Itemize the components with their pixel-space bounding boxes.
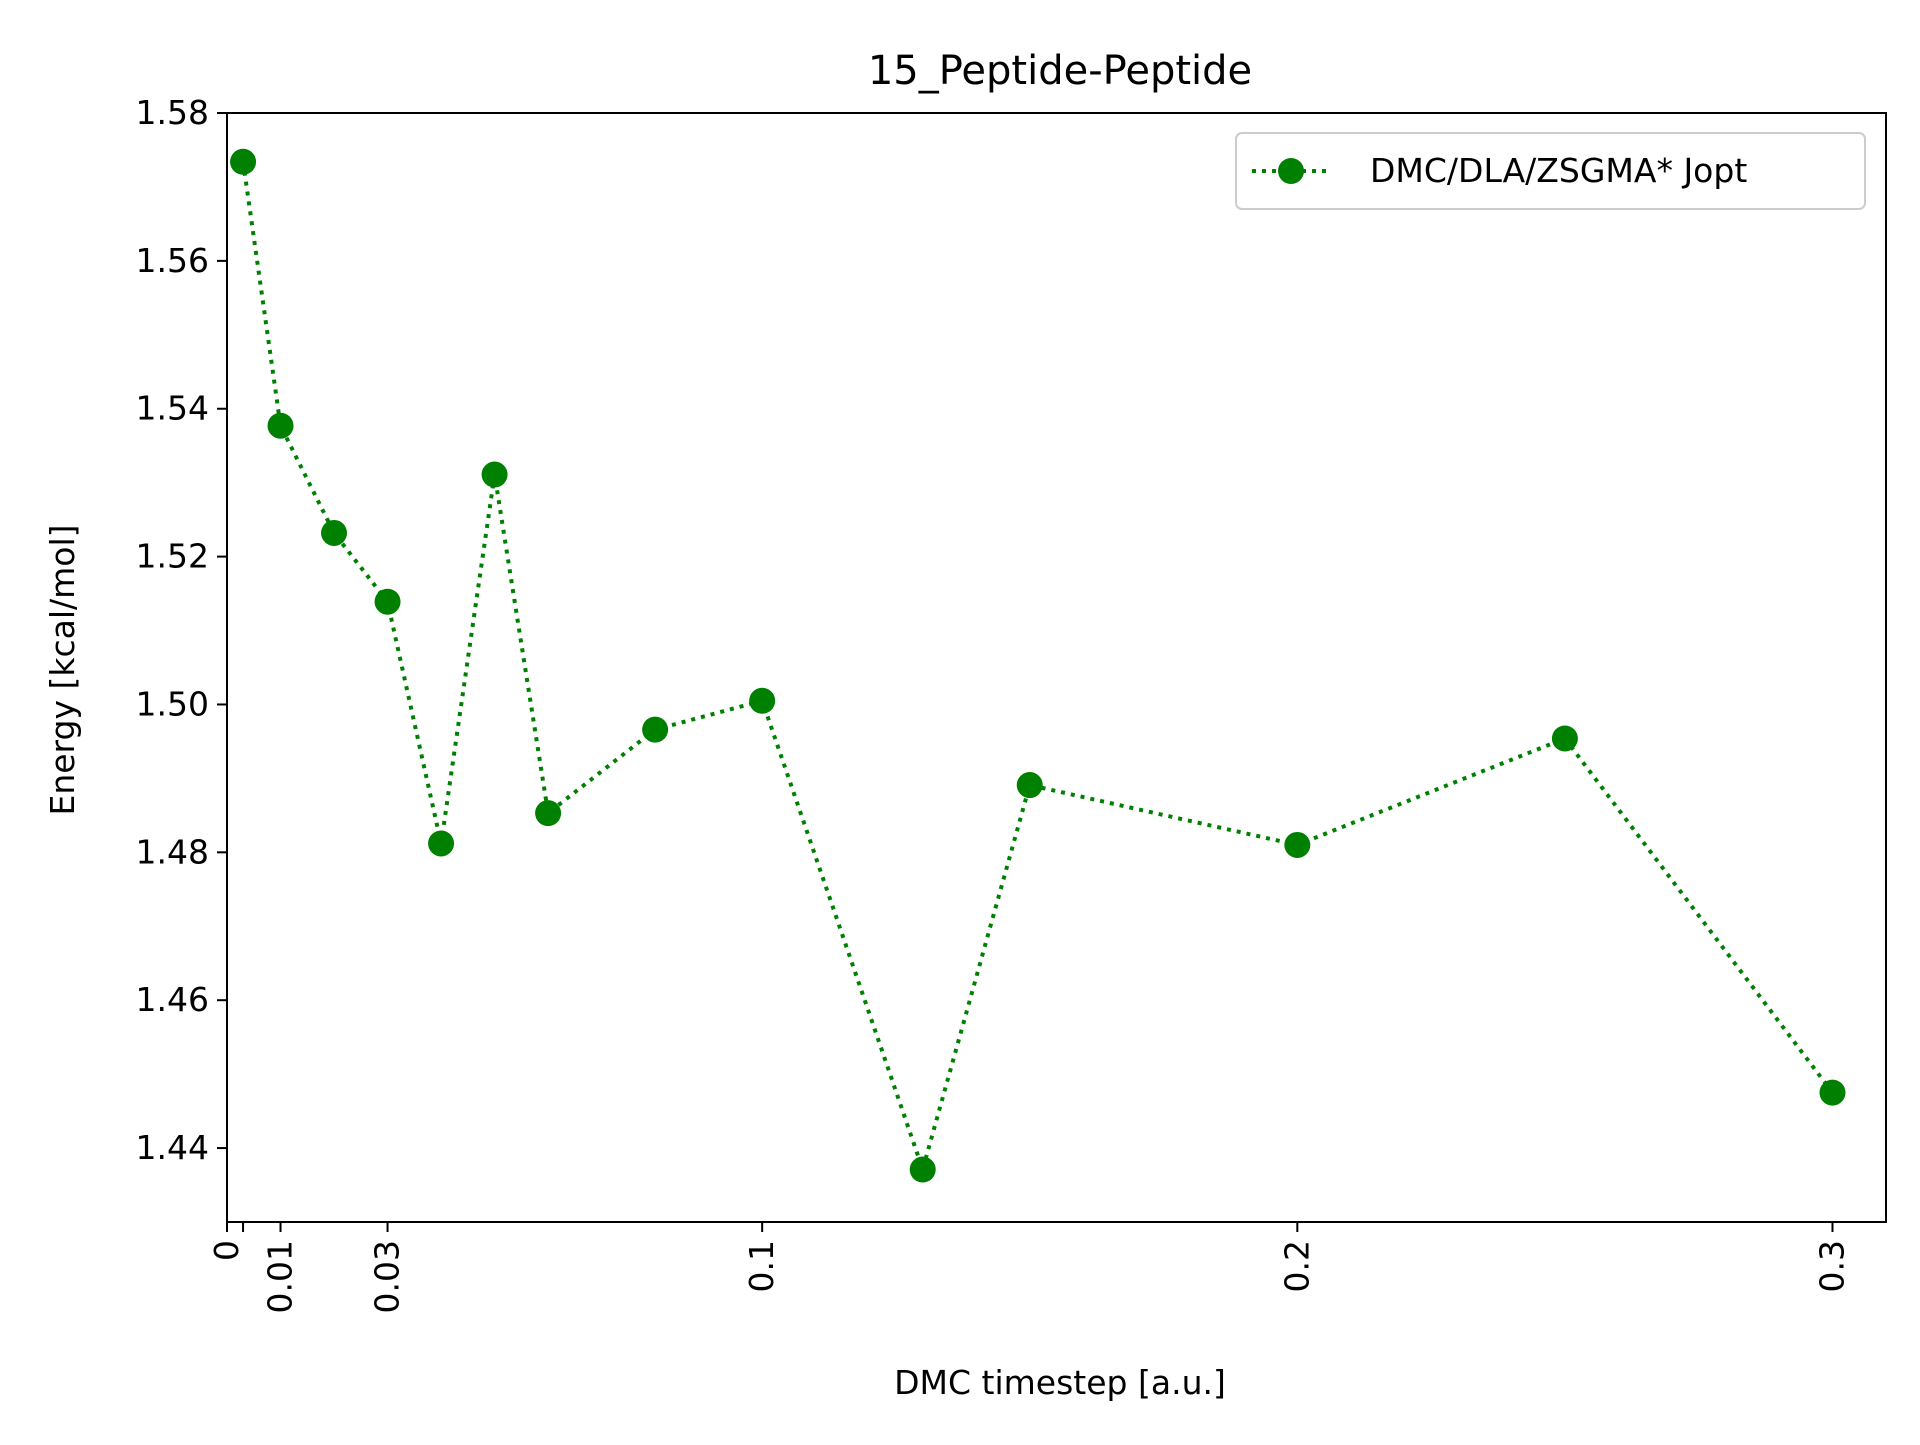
data-point [230,148,257,175]
series-line [241,161,1835,1177]
data-point [321,519,348,546]
chart-title: 15_Peptide-Peptide [868,48,1252,94]
y-tick-label: 1.58 [136,93,209,132]
x-tick-label: 0.01 [261,1240,300,1313]
data-point [481,461,508,488]
series-layer [230,148,1846,1183]
y-tick-label: 1.46 [136,980,209,1019]
x-tick-label: 0.03 [368,1240,407,1313]
x-tick-label: 0.2 [1277,1240,1316,1292]
y-tick-label: 1.56 [136,241,209,280]
data-point [1284,831,1311,858]
data-point [1819,1079,1846,1106]
data-point [267,412,294,439]
data-point [749,687,776,714]
y-tick-label: 1.50 [136,684,209,723]
y-tick-label: 1.54 [136,389,209,428]
y-tick-label: 1.48 [136,832,209,871]
axes: 1.44 1.46 1.48 1.50 1.52 1.54 1.56 1.58 0 0.01 0.0… [136,93,1887,1313]
data-point [1016,772,1043,799]
x-axis-label: DMC timestep [a.u.] [894,1363,1226,1402]
legend: DMC/DLA/ZSGMA* Jopt [1235,132,1866,210]
y-tick-label: 1.52 [136,537,209,576]
y-axis-label: Energy [kcal/mol] [43,524,82,815]
x-tick-label: 0.3 [1812,1240,1851,1292]
x-tick-label: 0.1 [742,1240,781,1292]
legend-box [1235,132,1866,210]
data-point [374,588,401,615]
data-point [428,830,455,857]
x-tick-label: 0 [207,1240,246,1261]
y-tick-label: 1.44 [136,1128,209,1167]
legend-marker [1278,158,1304,184]
data-point [642,716,669,743]
data-point [535,800,562,827]
data-point [1551,725,1578,752]
plot-frame [226,112,1887,1223]
data-point [909,1156,936,1183]
legend-label: DMC/DLA/ZSGMA* Jopt [1370,151,1747,190]
